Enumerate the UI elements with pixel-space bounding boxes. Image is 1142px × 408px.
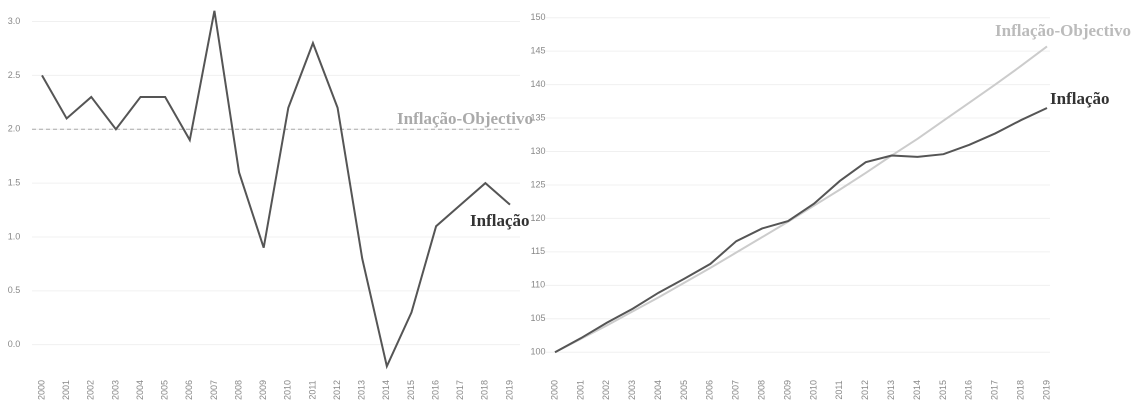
x-tick-label: 2013 [886,380,896,400]
x-tick-label: 2000 [36,380,46,400]
series-line [554,45,1048,354]
x-tick-label: 2005 [160,380,170,400]
y-tick-label: 2.0 [8,124,21,134]
x-tick-label: 2006 [184,380,194,400]
y-tick-label: 2.5 [8,70,21,80]
x-tick-label: 2007 [731,380,741,400]
y-tick-label: 0.0 [8,339,21,349]
x-tick-label: 2019 [1041,380,1051,400]
x-tick-label: 2007 [209,380,219,400]
x-tick-label: 2015 [938,380,948,400]
y-tick-label: 140 [530,79,545,89]
x-tick-label: 2005 [679,380,689,400]
y-tick-label: 3.0 [8,16,21,26]
x-tick-label: 2008 [233,380,243,400]
y-tick-label: 1.0 [8,231,21,241]
series-label: Inflação-Objectivo [995,21,1131,40]
x-tick-label: 2008 [757,380,767,400]
y-tick-label: 1.5 [8,177,21,187]
x-tick-label: 2012 [332,380,342,400]
x-tick-label: 2000 [549,380,559,400]
x-tick-label: 2016 [430,380,440,400]
x-tick-label: 2001 [575,380,585,400]
y-tick-label: 0.5 [8,285,21,295]
y-tick-label: 115 [531,246,545,256]
reference-label: Inflação-Objectivo [397,109,533,128]
x-tick-label: 2004 [653,380,663,400]
y-tick-label: 105 [530,313,545,323]
x-tick-label: 2010 [808,380,818,400]
x-tick-label: 2019 [504,380,514,400]
x-tick-label: 2012 [860,380,870,400]
x-tick-label: 2001 [61,380,71,400]
x-tick-label: 2009 [258,380,268,400]
y-tick-label: 125 [530,179,545,189]
y-tick-label: 120 [530,213,545,223]
x-tick-label: 2009 [782,380,792,400]
series-label: Inflação [470,211,530,230]
x-tick-label: 2018 [480,380,490,400]
x-tick-label: 2011 [307,380,317,399]
x-tick-label: 2003 [110,380,120,400]
y-tick-label: 145 [530,46,545,56]
series-label: Inflação [1050,89,1110,108]
x-tick-label: 2014 [912,380,922,400]
x-tick-label: 2011 [834,380,844,399]
x-tick-label: 2004 [135,380,145,400]
x-tick-label: 2015 [406,380,416,400]
y-tick-label: 110 [531,280,545,290]
x-tick-label: 2014 [381,380,391,400]
x-tick-label: 2002 [601,380,611,400]
x-tick-label: 2017 [990,380,1000,400]
x-tick-label: 2016 [964,380,974,400]
x-tick-label: 2017 [455,380,465,400]
x-tick-label: 2002 [86,380,96,400]
x-tick-label: 2006 [705,380,715,400]
x-tick-label: 2013 [357,380,367,400]
y-tick-label: 150 [530,12,545,22]
x-tick-label: 2003 [627,380,637,400]
series-line [554,107,1048,354]
series-line [41,10,511,370]
y-tick-label: 130 [530,146,545,156]
x-tick-label: 2010 [283,380,293,400]
y-tick-label: 135 [530,112,545,122]
x-tick-label: 2018 [1015,380,1025,400]
y-tick-label: 100 [530,347,545,357]
